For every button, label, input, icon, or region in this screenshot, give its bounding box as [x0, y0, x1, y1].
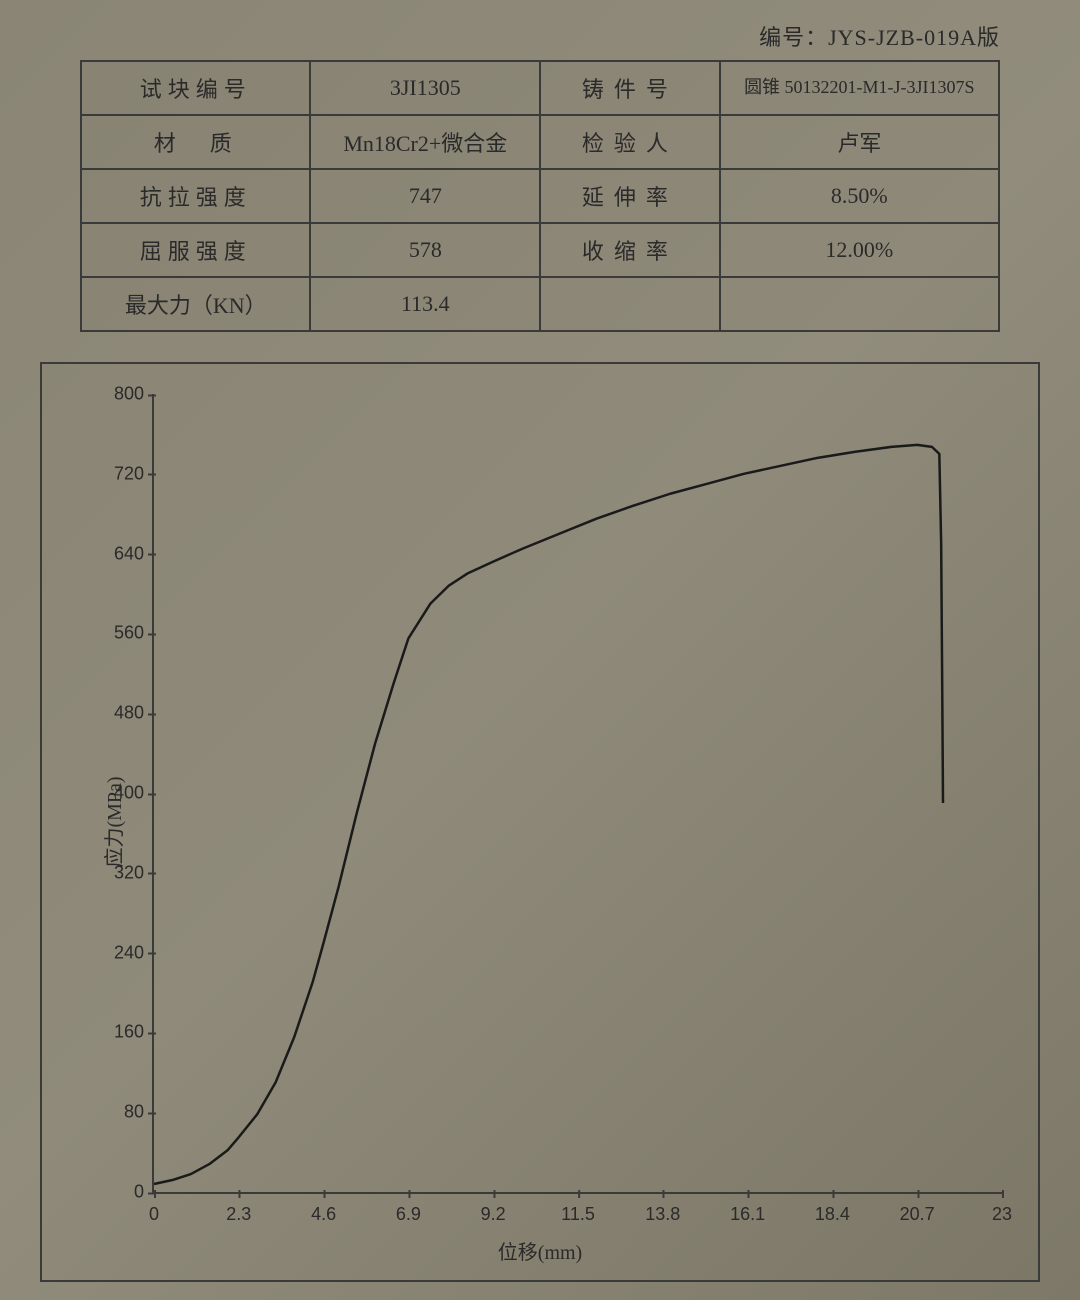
label-elongation: 延伸率: [540, 169, 720, 223]
y-tick: 480: [114, 703, 154, 724]
x-tick: 6.9: [396, 1192, 421, 1225]
y-tick: 320: [114, 862, 154, 883]
value-material: Mn18Cr2+微合金: [310, 115, 540, 169]
x-tick: 18.4: [815, 1192, 850, 1225]
value-max-force: 113.4: [310, 277, 540, 331]
x-tick: 13.8: [645, 1192, 680, 1225]
x-tick: 9.2: [481, 1192, 506, 1225]
y-tick: 400: [114, 783, 154, 804]
y-tick: 720: [114, 463, 154, 484]
doc-number-value: JYS-JZB-019A版: [828, 25, 1000, 50]
value-yield-strength: 578: [310, 223, 540, 277]
label-tensile-strength: 抗拉强度: [81, 169, 310, 223]
specification-table: 试块编号 3JI1305 铸件号 圆锥 50132201-M1-J-3JI130…: [80, 60, 1000, 332]
label-yield-strength: 屈服强度: [81, 223, 310, 277]
value-tensile-strength: 747: [310, 169, 540, 223]
x-tick: 20.7: [900, 1192, 935, 1225]
empty-cell: [720, 277, 999, 331]
x-tick: 2.3: [226, 1192, 251, 1225]
doc-number-label: 编号：: [759, 25, 828, 50]
x-tick: 0: [149, 1192, 159, 1225]
x-tick: 23: [992, 1192, 1012, 1225]
y-tick: 240: [114, 942, 154, 963]
table-row: 屈服强度 578 收缩率 12.00%: [81, 223, 999, 277]
value-elongation: 8.50%: [720, 169, 999, 223]
value-reduction: 12.00%: [720, 223, 999, 277]
table-row: 最大力（KN） 113.4: [81, 277, 999, 331]
table-row: 抗拉强度 747 延伸率 8.50%: [81, 169, 999, 223]
value-specimen-number: 3JI1305: [310, 61, 540, 115]
y-tick: 160: [114, 1022, 154, 1043]
label-inspector: 检验人: [540, 115, 720, 169]
label-casting-number: 铸件号: [540, 61, 720, 115]
value-casting-number: 圆锥 50132201-M1-J-3JI1307S: [720, 61, 999, 115]
stress-curve: [154, 394, 1002, 1192]
y-tick: 640: [114, 543, 154, 564]
plot-area: 08016024032040048056064072080002.34.66.9…: [152, 394, 1002, 1194]
document-number-header: 编号：JYS-JZB-019A版: [30, 20, 1050, 52]
table-row: 试块编号 3JI1305 铸件号 圆锥 50132201-M1-J-3JI130…: [81, 61, 999, 115]
x-tick: 16.1: [730, 1192, 765, 1225]
x-tick: 11.5: [561, 1192, 595, 1225]
label-specimen-number: 试块编号: [81, 61, 310, 115]
value-inspector: 卢军: [720, 115, 999, 169]
stress-displacement-chart: 应力(MPa) 位移(mm) 0801602403204004805606407…: [40, 362, 1040, 1282]
x-axis-label: 位移(mm): [498, 1236, 582, 1265]
y-tick: 560: [114, 623, 154, 644]
empty-cell: [540, 277, 720, 331]
x-tick: 4.6: [311, 1192, 336, 1225]
label-material: 材 质: [81, 115, 310, 169]
label-max-force: 最大力（KN）: [81, 277, 310, 331]
y-tick: 80: [124, 1102, 154, 1123]
y-tick: 800: [114, 384, 154, 405]
table-row: 材 质 Mn18Cr2+微合金 检验人 卢军: [81, 115, 999, 169]
label-reduction: 收缩率: [540, 223, 720, 277]
